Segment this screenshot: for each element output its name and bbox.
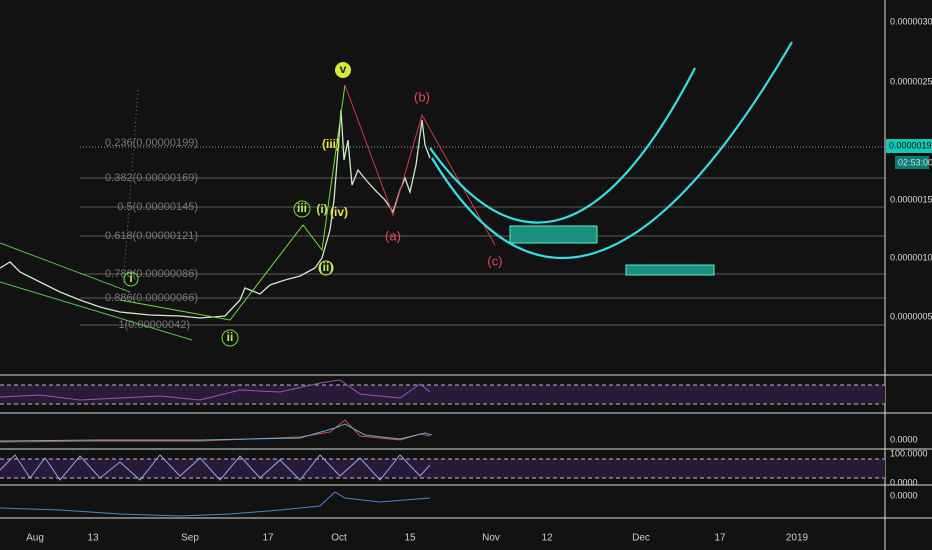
wave-label: ii — [227, 330, 234, 344]
target-zone — [509, 225, 598, 244]
time-tick: 17 — [262, 533, 274, 544]
indicator-tick: 0.0000 — [890, 477, 918, 487]
time-tick: Nov — [482, 533, 500, 544]
wave-labels: i ii iii (i) (ii) (iii) (iv) v (a) (b) (… — [123, 62, 503, 347]
fib-label: 0.5(0.00000145) — [117, 201, 198, 213]
fib-label: 0.786(0.00000086) — [105, 268, 198, 280]
stoch-line — [0, 454, 431, 481]
wave-label: iii — [297, 201, 307, 215]
fib-label: 0.236(0.00000199) — [105, 137, 198, 149]
time-tick: 2019 — [786, 533, 809, 544]
volume-line — [0, 491, 431, 517]
countdown-tag — [895, 156, 929, 169]
fib-label: 0.618(0.00000121) — [105, 230, 198, 242]
indicator-tick: 0.0000 — [890, 490, 918, 500]
time-axis: Aug 13 Sep 17 Oct 15 Nov 12 Dec 17 2019 — [26, 533, 808, 544]
countdown: 02:53:00 — [898, 157, 932, 167]
wave-label: v — [340, 62, 347, 76]
current-price-tag — [886, 139, 932, 153]
time-tick: 17 — [714, 533, 726, 544]
macd-signal — [0, 423, 433, 442]
wave-lines — [0, 41, 793, 341]
wave-label: (c) — [487, 253, 502, 268]
stoch-band — [0, 459, 885, 478]
target-zone — [625, 264, 715, 276]
time-tick: Oct — [331, 533, 347, 544]
wave-label: (i) — [316, 202, 327, 216]
time-tick: Aug — [26, 533, 44, 544]
time-tick: Dec — [632, 533, 650, 544]
fib-label: 0.886(0.00000066) — [105, 292, 198, 304]
wave-label: i — [129, 271, 132, 285]
wave-label: (ii) — [319, 260, 334, 274]
fib-label: 0.382(0.00000169) — [105, 172, 198, 184]
rsi-line — [0, 379, 431, 401]
fib-labels: 0.236(0.00000199) 0.382(0.00000169) 0.5(… — [105, 137, 198, 331]
indicator-tick: 0.0000 — [890, 434, 918, 444]
rsi-band — [0, 385, 885, 404]
current-price: 0.00000195 — [889, 140, 932, 150]
time-tick: 13 — [87, 533, 99, 544]
indicator-tick: 100.0000 — [890, 448, 928, 458]
time-tick: 12 — [541, 533, 553, 544]
wave-label: (a) — [385, 228, 401, 243]
time-tick: 15 — [404, 533, 416, 544]
fib-label: 1(0.00000042) — [118, 319, 190, 331]
time-tick: Sep — [181, 533, 199, 544]
wave-label: (iii) — [322, 137, 340, 151]
fib-lines — [80, 146, 885, 326]
wave-label: (b) — [414, 89, 430, 104]
wave-label: (iv) — [330, 205, 348, 219]
